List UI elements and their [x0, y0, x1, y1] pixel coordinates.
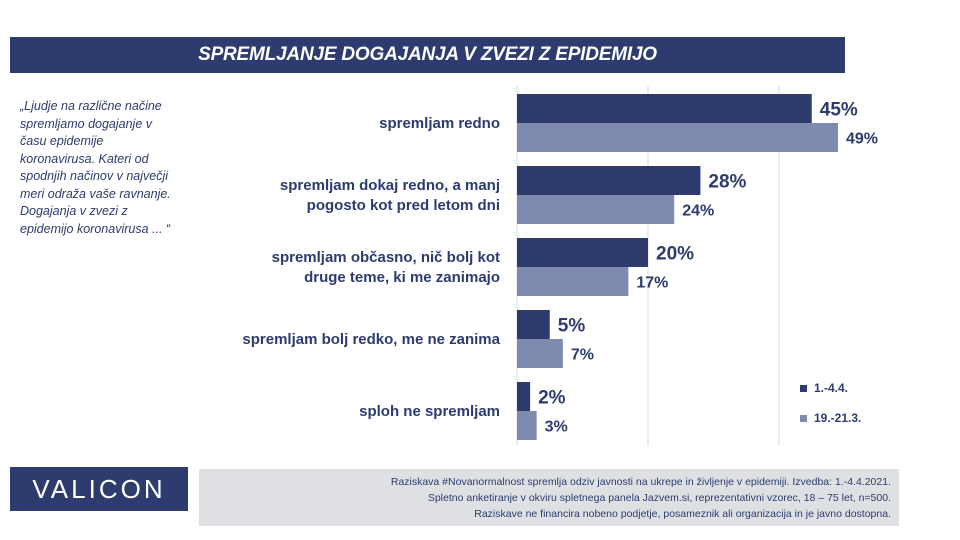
footer-line: Raziskave ne financira nobeno podjetje, … — [474, 507, 891, 520]
legend-swatch — [800, 415, 807, 422]
question-text: „Ljudje na različne načine spremljamo do… — [20, 98, 210, 238]
data-label: 5% — [558, 316, 586, 337]
data-label: 7% — [571, 347, 594, 364]
footer-line: Spletno anketiranje v okviru spletnega p… — [427, 491, 891, 504]
bar — [517, 411, 537, 440]
bar — [517, 382, 531, 411]
data-label: 45% — [820, 100, 858, 121]
title-bar: SPREMLJANJE DOGAJANJA V ZVEZI Z EPIDEMIJ… — [10, 37, 845, 73]
chart-title: SPREMLJANJE DOGAJANJA V ZVEZI Z EPIDEMIJ… — [198, 44, 657, 65]
footer-line: Raziskava #Novanormalnost spremlja odziv… — [390, 475, 891, 488]
question-line: koronavirusa. Kateri od — [20, 151, 149, 166]
bar — [517, 166, 701, 195]
category-label: pogosto kot pred letom dni — [307, 197, 500, 214]
question-line: času epidemije — [20, 134, 104, 148]
question-line: spodnjih načinov v največji — [20, 169, 169, 183]
legend-swatch — [800, 385, 807, 392]
logo-text: VALICON — [32, 473, 166, 504]
category-label: sploh ne spremljam — [359, 403, 500, 420]
category-label: spremljam redno — [379, 115, 500, 132]
bar — [517, 339, 563, 368]
bar — [517, 195, 675, 224]
category-label: spremljam občasno, nič bolj kot — [272, 249, 500, 266]
question-line: spremljamo dogajanje v — [20, 116, 153, 131]
data-label: 49% — [846, 131, 878, 148]
bar — [517, 310, 550, 339]
category-label: spremljam bolj redko, me ne zanima — [242, 331, 500, 348]
data-label: 28% — [708, 172, 746, 193]
bar — [517, 267, 629, 296]
category-label: druge teme, ki me zanimajo — [304, 269, 500, 286]
valicon-logo: VALICON — [10, 467, 188, 511]
question-line: „Ljudje na različne načine — [20, 99, 162, 113]
data-label: 3% — [545, 419, 568, 436]
question-line: meri odraža vaše ravnanje. — [20, 186, 171, 201]
footer-note: Raziskava #Novanormalnost spremlja odziv… — [199, 469, 899, 526]
question-line: Dogajanja v zvezi z — [20, 204, 128, 218]
bar — [517, 94, 812, 123]
data-label: 20% — [656, 244, 694, 265]
category-label: spremljam dokaj redno, a manj — [280, 177, 500, 194]
legend-label: 1.-4.4. — [814, 381, 848, 395]
data-label: 2% — [538, 388, 566, 409]
bar — [517, 238, 648, 267]
bar — [517, 123, 838, 152]
data-label: 17% — [636, 275, 668, 292]
legend-label: 19.-21.3. — [814, 411, 861, 425]
data-label: 24% — [682, 203, 714, 220]
question-line: epidemijo koronavirusa ... “ — [20, 221, 171, 236]
